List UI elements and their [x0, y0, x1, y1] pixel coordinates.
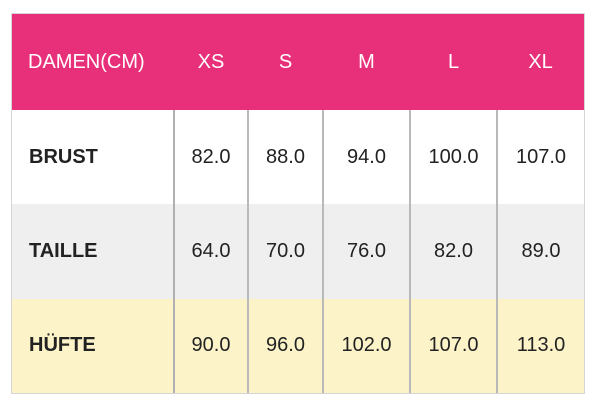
table-cell: 76.0: [322, 204, 410, 299]
table-cell: 100.0: [409, 110, 497, 205]
table-cell: 96.0: [247, 298, 323, 393]
size-table: DAMEN(CM) XS S M L XL BRUST 82.0 88.0 94…: [12, 14, 584, 393]
table-cell: 90.0: [173, 298, 248, 393]
row-label-brust: BRUST: [29, 145, 98, 168]
table-row-brust: BRUST 82.0 88.0 94.0 100.0 107.0: [12, 110, 584, 205]
header-cell-l: L: [447, 50, 460, 73]
table-cell: 107.0: [409, 298, 497, 393]
header-cell-m: M: [358, 50, 375, 73]
row-label-huefte: HÜFTE: [29, 334, 96, 357]
table-row-huefte: HÜFTE 90.0 96.0 102.0 107.0 113.0: [12, 298, 584, 393]
table-cell: 64.0: [173, 204, 248, 299]
table-cell: 88.0: [247, 110, 323, 205]
table-cell: 82.0: [409, 204, 497, 299]
header-cell-s: S: [278, 50, 293, 73]
header-cell-xl: XL: [528, 50, 553, 73]
table-cell: 94.0: [322, 110, 410, 205]
size-chart: DAMEN(CM) XS S M L XL BRUST 82.0 88.0 94…: [11, 13, 585, 394]
header-cell-xs: XS: [197, 50, 225, 73]
table-cell: 89.0: [496, 204, 584, 299]
table-cell: 70.0: [247, 204, 323, 299]
table-cell: 82.0: [173, 110, 248, 205]
table-cell: 102.0: [322, 298, 410, 393]
table-cell: 107.0: [496, 110, 584, 205]
row-label-taille: TAILLE: [29, 239, 98, 262]
table-cell: 113.0: [496, 298, 584, 393]
header-cell-damen: DAMEN(CM): [28, 50, 145, 73]
table-row-taille: TAILLE 64.0 70.0 76.0 82.0 89.0: [12, 204, 584, 299]
header-row: DAMEN(CM) XS S M L XL: [12, 14, 584, 110]
